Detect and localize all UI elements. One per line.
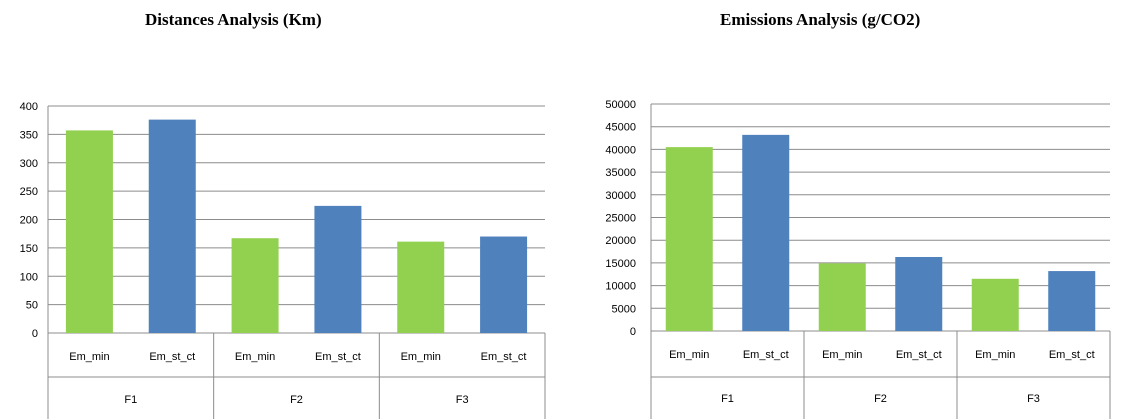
y-tick-label: 50000: [605, 99, 636, 111]
chart-title-emissions: Emissions Analysis (g/CO2): [720, 10, 921, 29]
x-category-label: Em_st_ct: [896, 349, 942, 361]
chart-title-distances: Distances Analysis (Km): [145, 10, 322, 29]
x-group-label: F2: [874, 393, 887, 405]
y-tick-label: 25000: [605, 213, 636, 225]
x-group-label: F2: [290, 394, 303, 406]
x-group-label: F1: [124, 394, 137, 406]
y-tick-label: 40000: [605, 144, 636, 156]
bar: [397, 241, 445, 333]
bar: [818, 263, 866, 331]
bar: [65, 130, 113, 333]
x-category-label: Em_st_ct: [481, 351, 527, 363]
emissions-chart: 0 5000 10000 15000 20000 25000 30000 35000 40000…: [605, 99, 1111, 419]
y-tick-label: 300: [20, 158, 38, 170]
bar: [148, 119, 196, 334]
y-tick-label: 200: [20, 215, 38, 227]
y-tick-label: 35000: [605, 167, 636, 179]
x-category-label: Em_min: [401, 351, 441, 363]
y-tick-label: 30000: [605, 190, 636, 202]
distances-chart: 0 50 100 150 200 250 300 350 400 Em_min Em_st_ct Em…: [20, 101, 546, 419]
x-category-label: Em_min: [822, 349, 862, 361]
x-category-label: Em_st_ct: [315, 351, 361, 363]
y-tick-label: 350: [20, 129, 38, 141]
y-tick-label: 250: [20, 186, 38, 198]
bar: [231, 238, 279, 333]
x-group-label: F1: [721, 393, 734, 405]
bar: [742, 134, 790, 331]
y-tick-label: 50: [26, 300, 38, 312]
bar: [314, 205, 362, 333]
bar: [1048, 271, 1096, 331]
x-category-label: Em_min: [975, 349, 1015, 361]
x-category-label: Em_min: [235, 351, 275, 363]
bar: [895, 256, 943, 331]
y-tick-label: 20000: [605, 235, 636, 247]
y-tick-label: 400: [20, 101, 38, 113]
x-category-label: Em_st_ct: [1049, 349, 1095, 361]
y-tick-label: 10000: [605, 281, 636, 293]
x-category-label: Em_min: [69, 351, 109, 363]
y-tick-label: 150: [20, 243, 38, 255]
y-tick-label: 0: [630, 326, 636, 338]
bar: [665, 147, 713, 331]
y-tick-label: 45000: [605, 122, 636, 134]
x-category-label: Em_st_ct: [149, 351, 195, 363]
x-group-label: F3: [1027, 393, 1040, 405]
x-group-label: F3: [456, 394, 469, 406]
y-tick-label: 5000: [612, 303, 636, 315]
y-tick-label: 0: [32, 328, 38, 340]
bar: [971, 278, 1019, 331]
x-category-label: Em_st_ct: [743, 349, 789, 361]
y-tick-label: 100: [20, 271, 38, 283]
x-category-label: Em_min: [669, 349, 709, 361]
bar: [480, 236, 528, 333]
y-tick-label: 15000: [605, 258, 636, 270]
